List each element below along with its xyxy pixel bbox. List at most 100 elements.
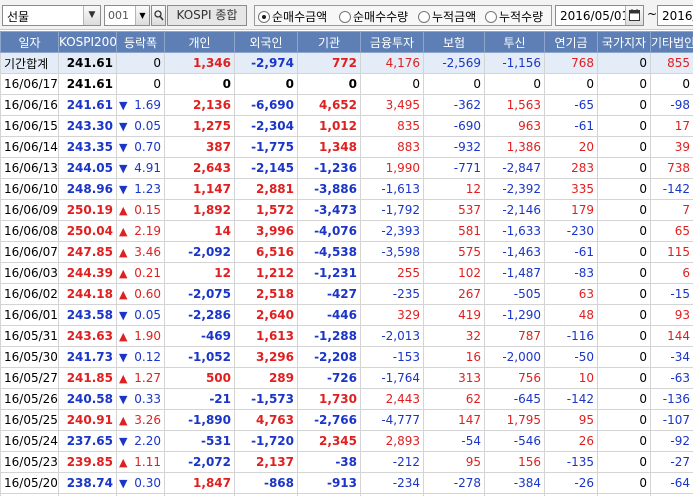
insurance-cell: 267 — [423, 283, 485, 305]
radio-cumulative-amount[interactable]: 누적금액 — [418, 8, 476, 25]
up-triangle-icon: ▲ — [119, 330, 128, 343]
date-cell: 16/05/27 — [0, 367, 59, 389]
foreign-cell: -1,775 — [234, 136, 298, 158]
table-row[interactable]: 16/05/23 239.85 ▲ 1.11 -2,072 2,137 -38 -212 95 1… — [0, 451, 693, 473]
other-corp-cell: 0 — [650, 73, 693, 95]
pension-cell: -142 — [544, 388, 598, 410]
table-row[interactable]: 16/05/19239.04▼0.7871-205123608-776520-2… — [0, 493, 693, 496]
government-cell: 0 — [597, 220, 651, 242]
kospi200-cell: 248.96 — [58, 178, 117, 200]
institution-cell: -3,473 — [297, 199, 361, 221]
calendar-button[interactable] — [625, 6, 643, 25]
date-cell: 16/05/20 — [0, 472, 59, 494]
government-cell: 0 — [597, 388, 651, 410]
date-cell: 16/06/17 — [0, 73, 59, 95]
change-value: 1.11 — [134, 455, 161, 469]
pension-cell: 335 — [544, 178, 598, 200]
financial-invest-cell: -2,013 — [360, 325, 424, 347]
table-row[interactable]: 16/06/13 244.05 ▼ 4.91 2,643 -2,145 -1,236 1,99… — [0, 157, 693, 179]
table-row[interactable]: 16/05/25 240.91 ▲ 3.26 -1,890 4,763 -2,766 -4,7… — [0, 409, 693, 431]
change-cell: ▼ 2.20 — [116, 430, 165, 452]
table-row[interactable]: 16/05/20 238.74 ▼ 0.30 1,847 -868 -913 -234 -278… — [0, 472, 693, 494]
table-row[interactable]: 16/06/02 244.18 ▲ 0.60 -2,075 2,518 -427 -235 26… — [0, 283, 693, 305]
table-row[interactable]: 16/06/07 247.85 ▲ 3.46 -2,092 6,516 -4,538 -3,5… — [0, 241, 693, 263]
kospi200-cell: 241.61 — [58, 73, 117, 95]
table-row[interactable]: 16/06/01 243.58 ▼ 0.05 -2,286 2,640 -446 329 419… — [0, 304, 693, 326]
column-header[interactable]: 등락폭 — [116, 31, 165, 53]
foreign-cell: 1,212 — [234, 262, 298, 284]
column-header[interactable]: 개인 — [164, 31, 235, 53]
table-row[interactable]: 16/06/10 248.96 ▼ 1.23 1,147 2,881 -3,886 -1,61… — [0, 178, 693, 200]
individual-cell: -2,092 — [164, 241, 235, 263]
total-row[interactable]: 기간합계 241.61 0 1,346 -2,974 772 4,176 -2,569 -1,1… — [0, 52, 693, 74]
code-input-value: 001 — [108, 9, 129, 22]
table-row[interactable]: 16/05/24 237.65 ▼ 2.20 -531 -1,720 2,345 2,893-… — [0, 430, 693, 452]
other-corp-cell: 6 — [650, 262, 693, 284]
chevron-down-icon[interactable]: ▼ — [135, 6, 149, 25]
date-cell: 16/06/14 — [0, 136, 59, 158]
foreign-cell: 3,296 — [234, 346, 298, 368]
other-corp-cell: -98 — [650, 94, 693, 116]
radio-net-buy-quantity[interactable]: 순매수수량 — [339, 8, 408, 25]
kospi200-cell: 243.63 — [58, 325, 117, 347]
column-header[interactable]: KOSPI200 — [58, 31, 117, 53]
individual-cell: -21 — [164, 388, 235, 410]
column-header[interactable]: 일자 — [0, 31, 59, 53]
institution-cell: -4,076 — [297, 220, 361, 242]
column-header[interactable]: 기타법인 — [650, 31, 693, 53]
date-cell: 16/05/26 — [0, 388, 59, 410]
end-date-input[interactable]: 2016/ — [657, 5, 693, 26]
table-row[interactable]: 16/05/30 241.73 ▼ 0.12 -1,052 3,296 -2,208 -153… — [0, 346, 693, 368]
column-header[interactable]: 외국인 — [234, 31, 298, 53]
change-value: 0 — [153, 56, 161, 70]
institution-cell: -3,886 — [297, 178, 361, 200]
change-value: 4.91 — [134, 161, 161, 175]
column-header[interactable]: 국가지자 — [597, 31, 651, 53]
insurance-cell: 102 — [423, 262, 485, 284]
column-header[interactable]: 금융투자 — [360, 31, 424, 53]
product-select-value: 선물 — [7, 10, 30, 24]
table-row[interactable]: 16/06/08 250.04 ▲ 2.19 14 3,996 -4,076 -2,393 58… — [0, 220, 693, 242]
government-cell: 0 — [597, 73, 651, 95]
date-cell: 16/06/08 — [0, 220, 59, 242]
change-cell: ▼ 0.05 — [116, 304, 165, 326]
table-row[interactable]: 16/06/16 241.61 ▼ 1.69 2,136 -6,690 4,652 3,495… — [0, 94, 693, 116]
table-row[interactable]: 16/06/09 250.19 ▲ 0.15 1,892 1,572 -3,473 -1,79… — [0, 199, 693, 221]
code-input[interactable]: 001 ▼ — [104, 5, 150, 26]
column-header[interactable]: 연기금 — [544, 31, 598, 53]
change-value: 0.05 — [134, 119, 161, 133]
table-row[interactable]: 16/06/15 243.30 ▼ 0.05 1,275 -2,304 1,012 835 -6… — [0, 115, 693, 137]
change-cell: ▼ 0.30 — [116, 472, 165, 494]
table-row[interactable]: 16/05/31 243.63 ▲ 1.90 -469 1,613 -1,288 -2,013… — [0, 325, 693, 347]
radio-cumulative-quantity[interactable]: 누적수량 — [485, 8, 543, 25]
change-cell: ▲ 0.15 — [116, 199, 165, 221]
financial-invest-cell: -153 — [360, 346, 424, 368]
table-row[interactable]: 16/05/27 241.85 ▲ 1.27 500 289 -726 -1,764 313 75… — [0, 367, 693, 389]
change-value: 0.60 — [134, 287, 161, 301]
product-select[interactable]: 선물 ▼ — [2, 5, 101, 26]
radio-net-buy-amount[interactable]: 순매수금액 — [258, 8, 327, 25]
table-row[interactable]: 16/05/26 240.58 ▼ 0.33 -21 -1,573 1,730 2,443 62… — [0, 388, 693, 410]
insurance-cell: -771 — [423, 157, 485, 179]
column-header[interactable]: 기관 — [297, 31, 361, 53]
start-date-input[interactable]: 2016/05/01 — [555, 5, 644, 26]
column-header[interactable]: 투신 — [484, 31, 545, 53]
government-cell: 0 — [597, 346, 651, 368]
radio-label: 누적수량 — [499, 10, 544, 24]
change-cell: ▼ 1.23 — [116, 178, 165, 200]
table-row[interactable]: 16/06/17 241.61 0 0 0 0 0 0 0 0 0 0 — [0, 73, 693, 95]
financial-invest-cell: 835 — [360, 115, 424, 137]
column-header[interactable]: 보험 — [423, 31, 485, 53]
financial-invest-cell: -3,598 — [360, 241, 424, 263]
chevron-down-icon[interactable]: ▼ — [83, 6, 100, 25]
government-cell: 0 — [597, 52, 651, 74]
government-cell: 0 — [597, 115, 651, 137]
date-range-separator: ~ — [647, 7, 658, 21]
foreign-cell: -2,145 — [234, 157, 298, 179]
search-button[interactable] — [151, 5, 166, 26]
table-row[interactable]: 16/06/03 244.39 ▲ 0.21 12 1,212 -1,231 255 102 -1… — [0, 262, 693, 284]
insurance-cell: 313 — [423, 367, 485, 389]
change-cell: ▲ 3.46 — [116, 241, 165, 263]
table-row[interactable]: 16/06/14 243.35 ▼ 0.70 387 -1,775 1,348 883 -932… — [0, 136, 693, 158]
institution-cell: -1,236 — [297, 157, 361, 179]
